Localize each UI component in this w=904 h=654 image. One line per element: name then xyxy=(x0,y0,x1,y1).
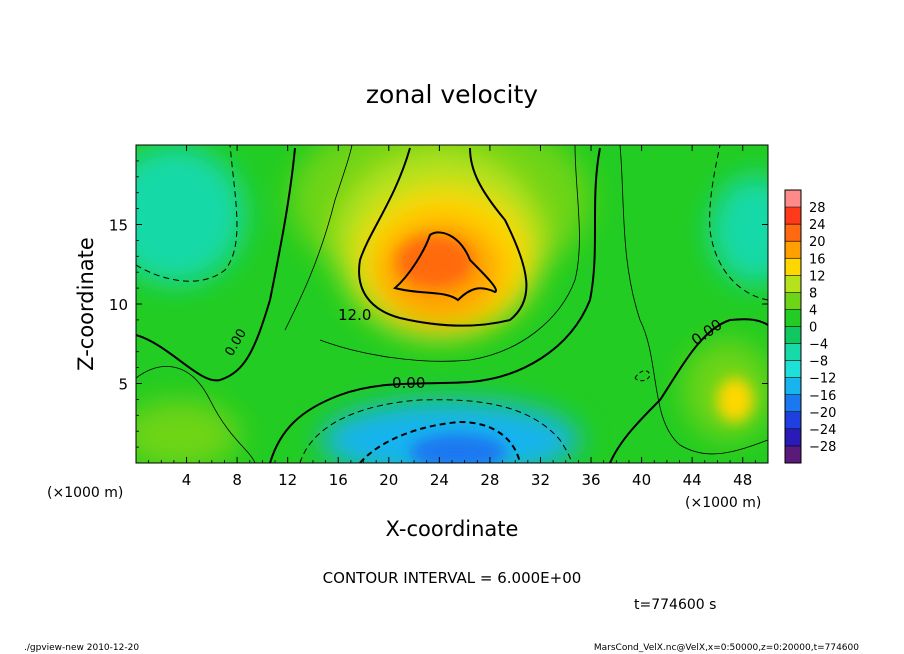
color-field xyxy=(136,145,768,463)
colorbar-tick-label: 0 xyxy=(809,321,817,336)
x-tick-label: 36 xyxy=(581,471,600,489)
contour-thin-right xyxy=(619,145,768,455)
x-tick-label: 16 xyxy=(329,471,348,489)
center-max-region xyxy=(397,236,473,288)
contour-thin-left xyxy=(136,366,256,463)
footer-left: ./gpview-new 2010-12-20 xyxy=(24,643,139,653)
plot-area xyxy=(136,145,768,463)
colorbar-tick-label: −28 xyxy=(809,440,836,455)
x-axis: 4 8 12 16 20 24 28 32 36 40 44 48 xyxy=(148,145,769,489)
colorbar-band xyxy=(785,190,801,208)
colorbar-band xyxy=(785,292,801,310)
colorbar-tick-label: 16 xyxy=(809,252,826,267)
y-tick-label: 10 xyxy=(109,296,128,314)
colorbar-band xyxy=(785,360,801,379)
y-tick-label: 15 xyxy=(109,217,128,235)
x-tick-label: 32 xyxy=(531,471,550,489)
x-tick-label: 28 xyxy=(480,471,499,489)
chart-title: zonal velocity xyxy=(366,80,538,109)
y-axis: 5 10 15 xyxy=(109,160,768,448)
x-tick-label: 44 xyxy=(683,471,702,489)
contour-negative-small xyxy=(634,370,651,382)
contour-zero-lower xyxy=(269,147,601,463)
colorbar-tick-label: −4 xyxy=(809,338,828,353)
colorbar-band xyxy=(785,394,801,413)
left-cool-region xyxy=(136,145,245,285)
x-tick-label: 40 xyxy=(632,471,651,489)
contour-interval: CONTOUR INTERVAL = 6.000E+00 xyxy=(323,569,582,587)
colorbar-tick-label: −20 xyxy=(809,406,836,421)
contour-negative-right xyxy=(709,145,768,301)
colorbar-band xyxy=(785,309,801,327)
colorbar-band xyxy=(785,241,801,259)
contour-negative-bottom xyxy=(299,399,573,463)
left-warm-region xyxy=(136,400,240,463)
contour-label-twelve: 12.0 xyxy=(338,306,371,324)
contour-minus-twelve xyxy=(359,420,521,463)
colorbar-band xyxy=(785,377,801,396)
colorbar-band xyxy=(785,445,801,464)
x-tick-label: 8 xyxy=(232,471,242,489)
contour-label-zero-lower: 0.00 xyxy=(392,374,425,392)
colorbar-band xyxy=(785,343,801,362)
x-tick-label: 4 xyxy=(182,471,192,489)
colorbar-band xyxy=(785,411,801,430)
colorbar-tick-label: −8 xyxy=(809,355,828,370)
right-hot-spot xyxy=(717,378,753,422)
colorbar-tick-label: −12 xyxy=(809,372,836,387)
x-tick-label: 20 xyxy=(379,471,398,489)
bottom-cold-region xyxy=(410,434,506,463)
colorbar-tick-label: −16 xyxy=(809,389,836,404)
contour-twelve-inner xyxy=(392,231,497,302)
colorbar-band xyxy=(785,207,801,225)
right-cool-region xyxy=(710,175,768,285)
colorbar-tick-label: 24 xyxy=(809,218,826,233)
colorbar-tick-label: 4 xyxy=(809,303,817,318)
colorbar-band xyxy=(785,224,801,242)
x-axis-label: X-coordinate xyxy=(386,517,519,541)
contour-zero-left xyxy=(136,147,296,382)
x-tick-label: 24 xyxy=(430,471,449,489)
colorbar-band xyxy=(785,428,801,447)
colorbar-band xyxy=(785,275,801,293)
colorbar-tick-label: 8 xyxy=(809,286,817,301)
bottom-cool-region xyxy=(320,400,580,463)
colorbar-tick-label: 20 xyxy=(809,235,826,250)
x-unit-label-right: (×1000 m) xyxy=(685,495,761,511)
contour-negative-left xyxy=(136,145,238,282)
contour-zero-center xyxy=(358,147,528,327)
contour-zero-right xyxy=(609,318,768,463)
colorbar-tick-label: 12 xyxy=(809,269,826,284)
y-axis-label: Z-coordinate xyxy=(74,237,98,371)
colorbar: 28 24 20 16 12 8 4 0 −4 −8 −12 −16 −20 −24 −28 xyxy=(784,189,836,464)
colorbar-band xyxy=(785,326,801,345)
x-unit-label-left: (×1000 m) xyxy=(47,485,123,501)
contour-thin-upper xyxy=(284,145,353,331)
x-tick-label: 12 xyxy=(278,471,297,489)
color-field-detail xyxy=(397,236,753,463)
colorbar-tick-label: 28 xyxy=(809,201,826,216)
footer-right: MarsCond_VelX.nc@VelX,x=0:50000,z=0:2000… xyxy=(594,643,859,653)
contour-thin-center xyxy=(319,145,580,362)
contour-lines xyxy=(136,145,768,463)
x-tick-label: 48 xyxy=(733,471,752,489)
colorbar-tick-label: −24 xyxy=(809,423,836,438)
y-tick-label: 5 xyxy=(118,376,128,394)
time-stamp: t=774600 s xyxy=(634,597,716,613)
colorbar-band xyxy=(785,258,801,276)
